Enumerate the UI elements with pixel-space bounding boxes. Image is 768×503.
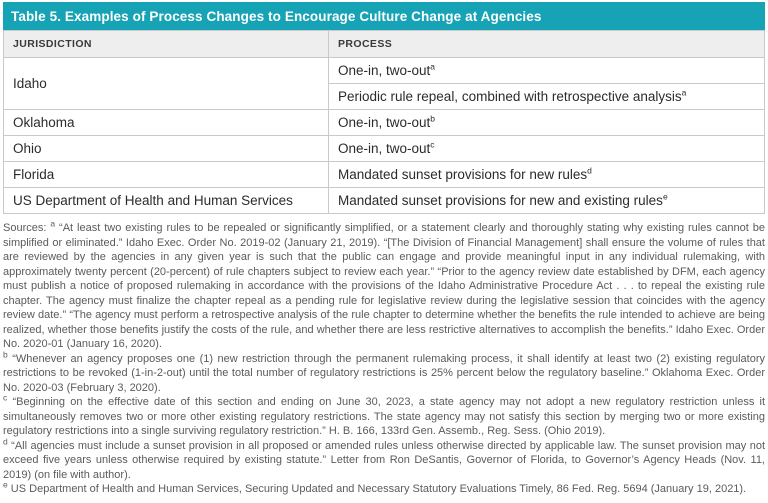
footnote-marker: c xyxy=(430,139,435,150)
table-row: Idaho One-in, two-outa xyxy=(3,57,765,110)
table-title: Table 5. Examples of Process Changes to … xyxy=(3,2,765,30)
footnote-marker: c xyxy=(3,392,8,403)
jurisdiction-cell-ohio: Ohio xyxy=(3,135,329,162)
footnote-e: e US Department of Health and Human Serv… xyxy=(3,479,765,497)
process-text: One-in, two-out xyxy=(338,115,431,130)
process-changes-table: JURISDICTION PROCESS Idaho One-in, two-o… xyxy=(3,30,765,214)
process-text: Periodic rule repeal, combined with retr… xyxy=(338,89,682,104)
process-text: Mandated sunset provisions for new rules xyxy=(338,167,588,182)
process-text: One-in, two-out xyxy=(338,141,431,156)
sources-label: Sources: xyxy=(3,222,47,234)
column-header-process: PROCESS xyxy=(328,30,765,58)
footnote-marker: d xyxy=(3,436,8,447)
process-text: Mandated sunset provisions for new and e… xyxy=(338,193,663,208)
footnote-text: “At least two existing rules to be repea… xyxy=(3,222,765,351)
footnote-text: US Department of Health and Human Servic… xyxy=(10,483,747,496)
table-header-row: JURISDICTION PROCESS xyxy=(3,30,765,58)
footnote-marker: d xyxy=(587,165,592,176)
footnote-text: “Whenever an agency proposes one (1) new… xyxy=(3,352,765,394)
table-row: US Department of Health and Human Servic… xyxy=(3,187,765,214)
process-text: One-in, two-out xyxy=(338,63,431,78)
table-row: Florida Mandated sunset provisions for n… xyxy=(3,161,765,188)
process-cell: Periodic rule repeal, combined with retr… xyxy=(328,83,765,110)
footnote-a: Sources: a “At least two existing rules … xyxy=(3,218,765,352)
jurisdiction-cell-oklahoma: Oklahoma xyxy=(3,109,329,136)
footnote-marker: e xyxy=(662,191,668,202)
jurisdiction-cell-hhs: US Department of Health and Human Servic… xyxy=(3,187,329,214)
process-cell: One-in, two-outb xyxy=(328,109,765,136)
process-cell: Mandated sunset provisions for new and e… xyxy=(328,187,765,214)
table-row: Ohio One-in, two-outc xyxy=(3,135,765,162)
footnote-marker: e xyxy=(3,479,8,490)
footnote-text: “Beginning on the effective date of this… xyxy=(3,396,765,438)
table-row: Periodic rule repeal, combined with retr… xyxy=(4,83,765,110)
footnote-marker: a xyxy=(430,61,436,72)
column-header-jurisdiction: JURISDICTION xyxy=(3,30,329,58)
sources-section: Sources: a “At least two existing rules … xyxy=(3,218,766,497)
footnote-marker: a xyxy=(681,87,687,98)
footnote-d: d “All agencies must include a sunset pr… xyxy=(3,436,766,483)
footnote-text: “All agencies must include a sunset prov… xyxy=(3,439,766,481)
process-cell: One-in, two-outc xyxy=(328,135,765,162)
process-cell: One-in, two-outa xyxy=(328,57,765,84)
footnote-c: c “Beginning on the effective date of th… xyxy=(3,392,765,439)
footnote-marker: a xyxy=(50,218,56,229)
footnote-b: b “Whenever an agency proposes one (1) n… xyxy=(3,348,765,396)
jurisdiction-cell-idaho: Idaho xyxy=(3,57,329,110)
footnote-marker: b xyxy=(3,348,8,359)
jurisdiction-cell-florida: Florida xyxy=(3,161,329,188)
process-cell: Mandated sunset provisions for new rules… xyxy=(328,161,765,188)
table-row: Oklahoma One-in, two-outb xyxy=(3,109,765,136)
footnote-marker: b xyxy=(430,113,436,124)
